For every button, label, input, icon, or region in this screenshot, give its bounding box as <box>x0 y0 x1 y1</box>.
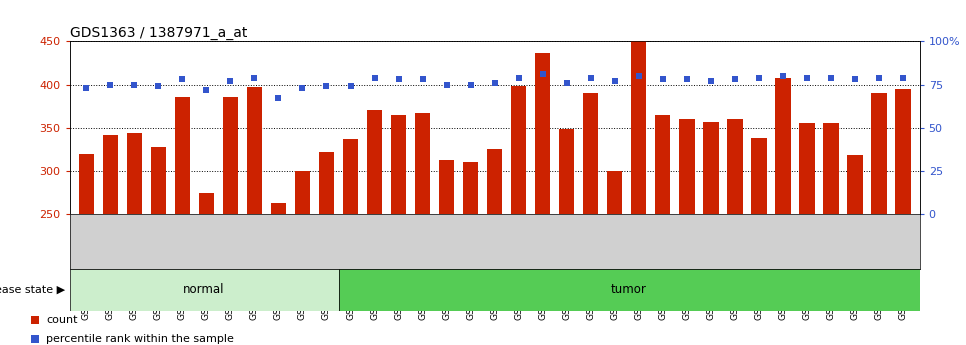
Bar <box>487 149 502 214</box>
Bar <box>655 115 670 214</box>
Bar <box>847 155 863 214</box>
Bar <box>582 93 599 214</box>
Bar <box>631 41 646 214</box>
Bar <box>127 133 142 214</box>
Bar <box>222 97 239 214</box>
Bar <box>70 269 338 310</box>
Text: percentile rank within the sample: percentile rank within the sample <box>46 334 234 344</box>
Bar <box>343 139 358 214</box>
Bar <box>558 129 575 214</box>
Bar <box>367 110 383 214</box>
Bar <box>511 86 526 214</box>
Bar <box>439 159 454 214</box>
Bar <box>78 154 94 214</box>
Bar <box>270 203 286 214</box>
Bar <box>607 171 622 214</box>
Bar <box>703 121 719 214</box>
Bar <box>246 87 262 214</box>
Bar <box>775 78 790 214</box>
Bar <box>338 269 920 310</box>
Bar <box>535 53 551 214</box>
Bar <box>414 113 431 214</box>
Text: count: count <box>46 315 77 325</box>
Bar <box>751 138 767 214</box>
Bar <box>390 115 407 214</box>
Text: disease state ▶: disease state ▶ <box>0 285 65 295</box>
Bar <box>463 162 478 214</box>
Text: GDS1363 / 1387971_a_at: GDS1363 / 1387971_a_at <box>70 26 247 40</box>
Bar <box>151 147 166 214</box>
Bar <box>871 93 887 214</box>
Bar <box>823 123 838 214</box>
Bar <box>799 123 814 214</box>
Bar <box>679 119 695 214</box>
Bar <box>727 119 743 214</box>
Bar <box>295 171 310 214</box>
Bar <box>199 193 214 214</box>
Bar <box>895 89 911 214</box>
Bar <box>319 152 334 214</box>
Text: normal: normal <box>184 283 225 296</box>
Bar <box>102 135 118 214</box>
Text: tumor: tumor <box>611 283 647 296</box>
Bar <box>175 97 190 214</box>
